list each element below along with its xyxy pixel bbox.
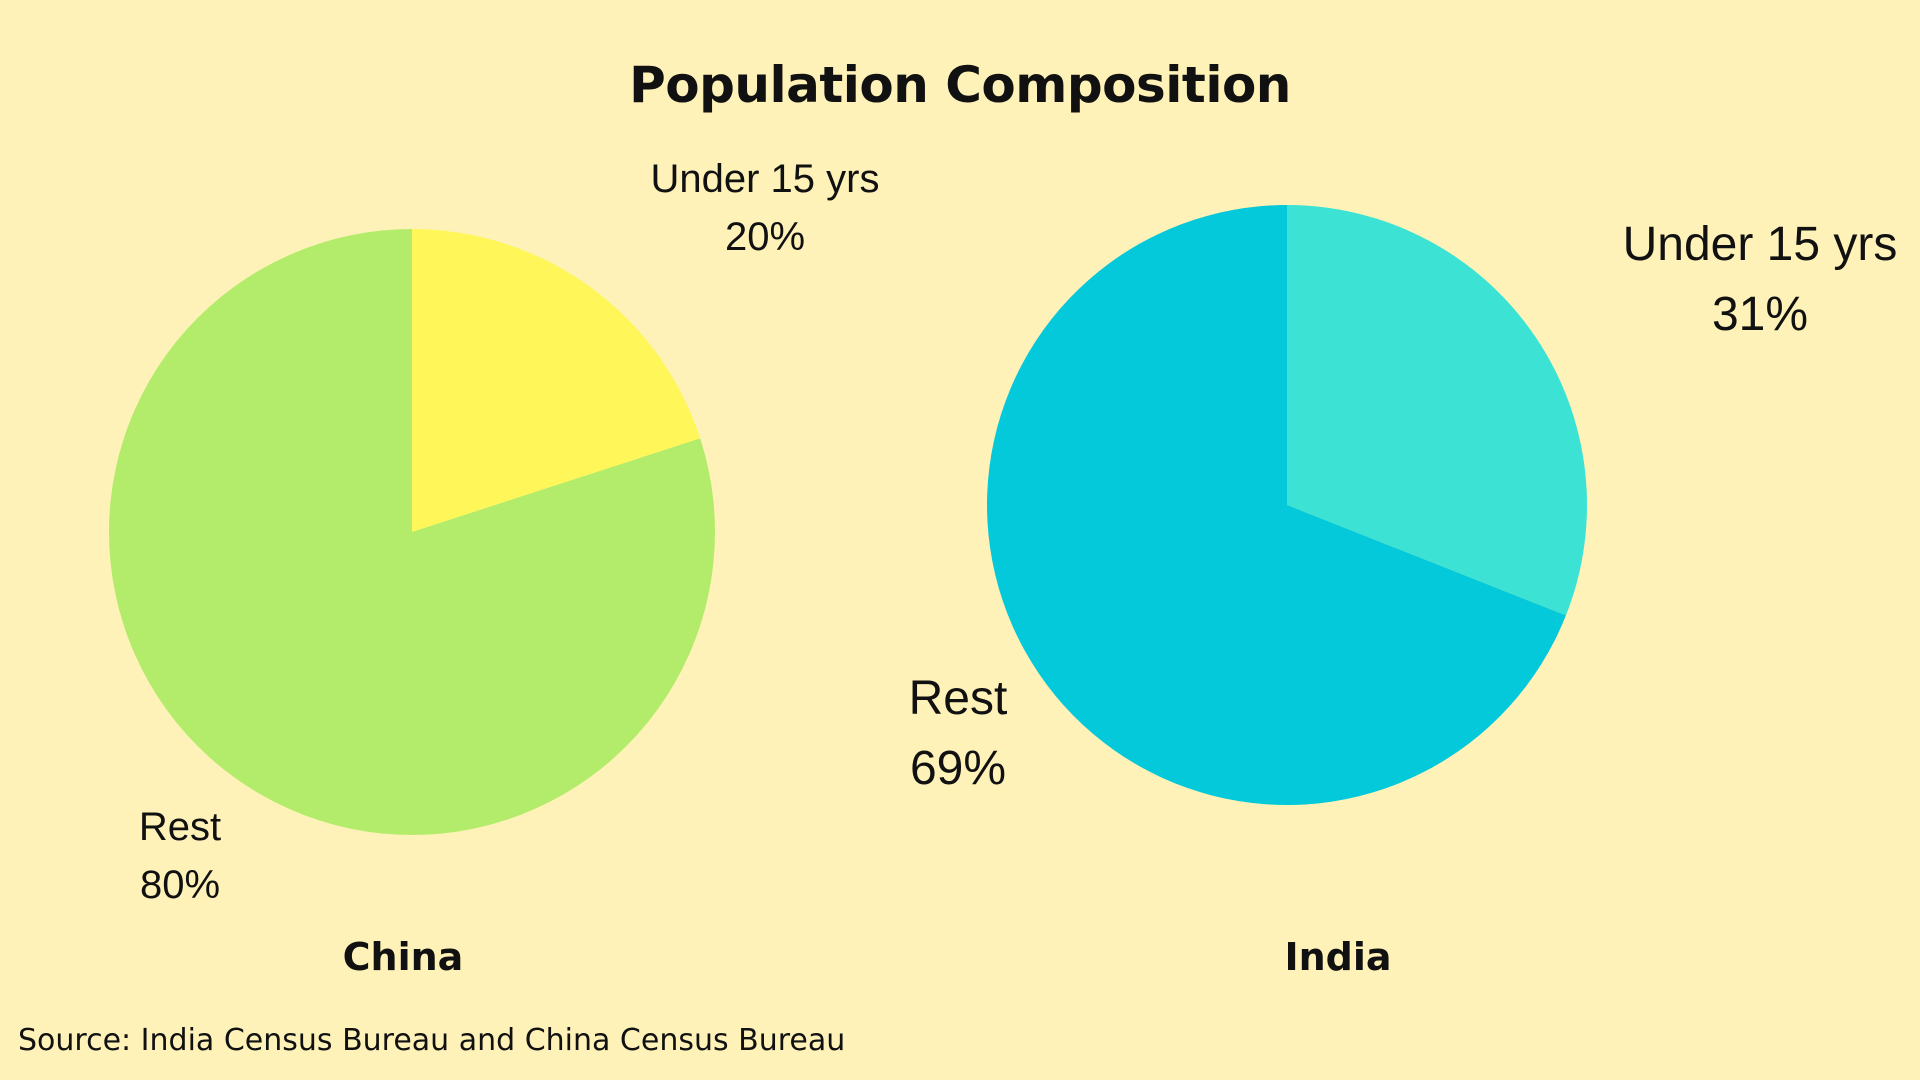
china-slice-under15 — [412, 229, 701, 532]
india-under15-label: Under 15 yrs 31% — [1600, 210, 1920, 349]
china-rest-label: Rest 80% — [120, 798, 240, 914]
china-under15-value: 20% — [724, 215, 806, 259]
india-slice-rest — [987, 205, 1566, 805]
india-rest-label: Rest 69% — [878, 664, 1038, 803]
china-slice-rest — [108, 229, 715, 835]
china-under15-name: Under 15 yrs — [650, 157, 880, 201]
india-slice-under15 — [1287, 205, 1588, 616]
china-chart-title: China — [342, 935, 464, 979]
china-rest-name: Rest — [138, 805, 222, 849]
india-rest-value: 69% — [909, 741, 1007, 795]
india-rest-name: Rest — [908, 672, 1008, 725]
india-under15-value: 31% — [1711, 287, 1809, 341]
china-rest-value: 80% — [139, 863, 221, 907]
india-under15-name: Under 15 yrs — [1622, 218, 1898, 271]
chart-title: Population Composition — [629, 56, 1291, 114]
china-under15-label: Under 15 yrs 20% — [610, 150, 920, 266]
india-chart-title: India — [1284, 935, 1392, 979]
source-note: Source: India Census Bureau and China Ce… — [18, 1023, 846, 1058]
